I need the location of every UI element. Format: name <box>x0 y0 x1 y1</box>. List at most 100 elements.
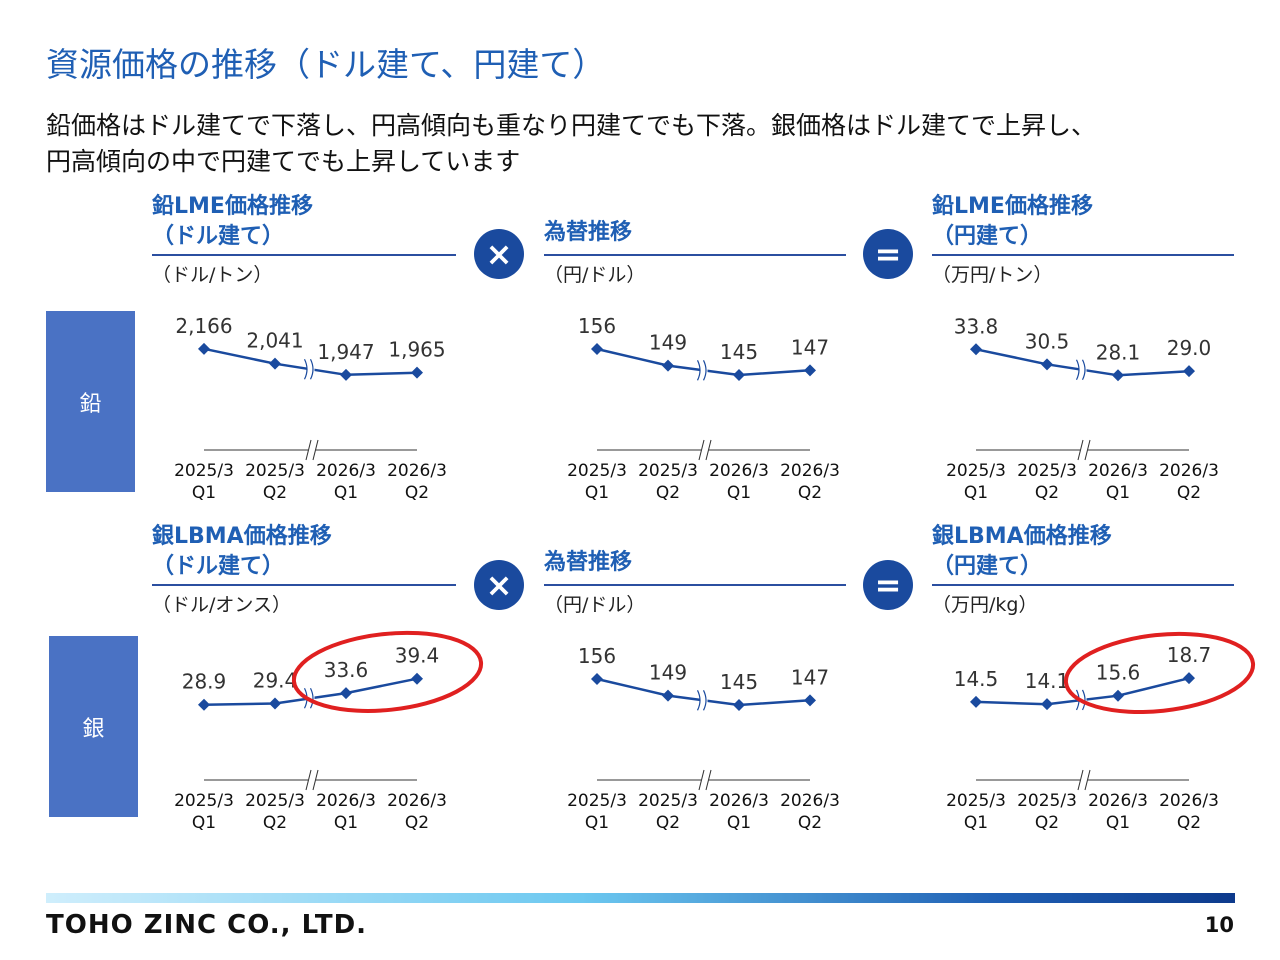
x-axis-break <box>305 439 312 461</box>
x-tick-label: 2025/3 <box>245 461 305 481</box>
data-point <box>269 697 281 710</box>
data-point <box>198 342 210 355</box>
x-tick-label: 2026/3 <box>316 791 376 811</box>
data-label: 2,166 <box>175 314 232 338</box>
lead-text-line1: 鉛価格はドル建てで下落し、円高傾向も重なり円建てでも下落。銀価格はドル建てで上昇… <box>46 111 1097 140</box>
x-tick-label: 2025/3 <box>638 461 698 481</box>
data-label: 149 <box>649 331 687 355</box>
x-tick-label: Q1 <box>192 483 216 503</box>
x-axis-break <box>698 439 705 461</box>
data-label: 156 <box>578 314 616 338</box>
equals-icon: = <box>863 560 913 610</box>
x-tick-label: 2026/3 <box>387 791 447 811</box>
x-axis-break <box>305 769 312 791</box>
x-tick-label: 2026/3 <box>316 461 376 481</box>
line-break-gap <box>1078 361 1087 378</box>
line-break-mark <box>309 358 314 380</box>
data-label: 28.9 <box>182 670 227 694</box>
panel-unit-silver-usd: （ドル/オンス） <box>152 594 292 616</box>
x-axis-break <box>1077 439 1084 461</box>
x-tick-label: Q1 <box>192 813 216 833</box>
x-axis-break <box>705 769 712 791</box>
data-point <box>1183 672 1195 685</box>
line-break-mark <box>696 690 701 711</box>
data-point <box>1183 365 1195 378</box>
x-tick-label: Q1 <box>585 483 609 503</box>
data-point <box>198 698 210 711</box>
line-break-mark <box>702 690 707 711</box>
data-point <box>1112 369 1124 382</box>
panel-unit-lead-fx: （円/ドル） <box>544 264 646 286</box>
panel-title-lead-usd: 鉛LME価格推移 （ドル建て） <box>152 194 313 249</box>
company-logo: TOHO ZINC CO., LTD. <box>46 910 368 940</box>
x-tick-label: 2025/3 <box>174 791 234 811</box>
data-label: 14.5 <box>954 667 999 691</box>
x-tick-label: Q2 <box>798 483 822 503</box>
x-tick-label: Q2 <box>263 813 287 833</box>
chart-silver-jpy: 14.5 14.1 15.618.72025/3Q12025/3Q22026/3Q1… <box>946 631 1256 833</box>
x-tick-label: 2025/3 <box>1017 461 1077 481</box>
data-label: 145 <box>720 670 758 694</box>
x-axis-break <box>312 439 319 461</box>
x-tick-label: Q1 <box>334 813 358 833</box>
page-title: 資源価格の推移（ドル建て、円建て） <box>46 45 606 84</box>
x-tick-label: Q2 <box>1177 483 1201 503</box>
x-tick-label: 2025/3 <box>946 461 1006 481</box>
data-point <box>1112 689 1124 702</box>
x-tick-label: Q1 <box>585 813 609 833</box>
line-break-mark <box>696 360 701 381</box>
x-tick-label: 2025/3 <box>245 791 305 811</box>
x-tick-label: 2025/3 <box>174 461 234 481</box>
panel-underline <box>152 254 456 256</box>
line-break-gap <box>699 362 708 379</box>
panel-title-silver-usd: 銀LBMA価格推移 （ドル建て） <box>152 524 332 579</box>
x-tick-label: Q2 <box>656 483 680 503</box>
panel-underline <box>544 584 846 586</box>
line-break-mark <box>1075 359 1080 381</box>
row-label-lead: 鉛 <box>46 311 135 492</box>
page-number: 10 <box>1204 913 1234 937</box>
line-break-gap <box>306 361 315 378</box>
chart-silver-usd: 28.9 29.4 33.639.42025/3Q12025/3Q22026/3Q1… <box>174 630 484 833</box>
data-point <box>340 687 352 700</box>
x-axis-break <box>1084 439 1091 461</box>
panel-underline <box>932 254 1234 256</box>
data-point <box>591 673 603 686</box>
data-label: 2,041 <box>246 329 303 353</box>
x-tick-label: 2025/3 <box>1017 791 1077 811</box>
data-label: 145 <box>720 340 758 364</box>
data-label: 18.7 <box>1167 643 1212 667</box>
data-point <box>1041 358 1053 371</box>
data-label: 14.1 <box>1025 669 1070 693</box>
x-tick-label: 2025/3 <box>567 791 627 811</box>
x-axis-break <box>1077 769 1084 791</box>
data-point <box>804 364 816 377</box>
x-tick-label: 2025/3 <box>638 791 698 811</box>
data-point <box>970 695 982 708</box>
x-tick-label: 2026/3 <box>1159 461 1219 481</box>
data-label: 147 <box>791 665 829 689</box>
x-tick-label: Q1 <box>727 813 751 833</box>
data-point <box>662 689 674 702</box>
data-label: 33.6 <box>324 658 369 682</box>
data-point <box>1041 698 1053 711</box>
data-label: 29.4 <box>253 668 298 692</box>
panel-underline <box>932 584 1234 586</box>
x-tick-label: Q2 <box>405 483 429 503</box>
x-tick-label: Q2 <box>1035 483 1059 503</box>
x-tick-label: Q2 <box>656 813 680 833</box>
x-axis-break <box>312 769 319 791</box>
data-point <box>804 694 816 707</box>
data-label: 15.6 <box>1096 661 1141 685</box>
line-break-mark <box>309 688 314 709</box>
data-point <box>340 368 352 381</box>
x-tick-label: 2026/3 <box>1088 461 1148 481</box>
x-tick-label: 2026/3 <box>1159 791 1219 811</box>
x-tick-label: 2026/3 <box>1088 791 1148 811</box>
data-point <box>733 699 745 712</box>
line-break-mark <box>1081 359 1086 381</box>
line-break-mark <box>1081 689 1086 711</box>
x-axis-break <box>1084 769 1091 791</box>
